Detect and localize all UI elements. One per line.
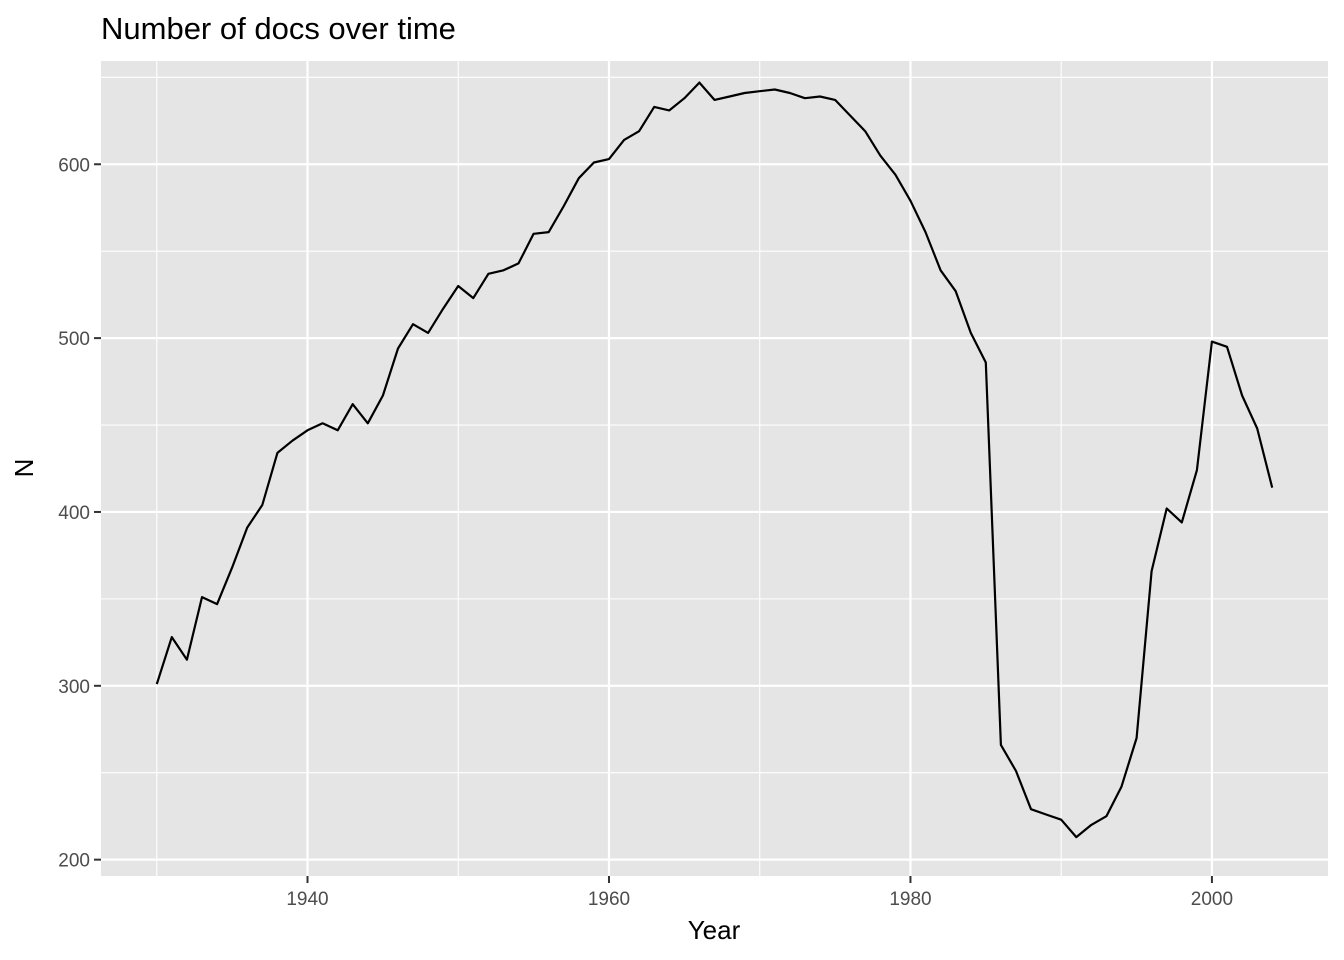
y-tick-label: 300 xyxy=(58,677,90,698)
x-tick-label: 1960 xyxy=(588,889,630,910)
x-tick-label: 1980 xyxy=(889,889,931,910)
plot-panel xyxy=(101,61,1328,876)
series-line xyxy=(155,81,1274,839)
major-gridlines xyxy=(101,61,1328,876)
y-tick-label: 400 xyxy=(58,503,90,524)
chart-title: Number of docs over time xyxy=(101,11,456,46)
y-axis-title: N xyxy=(9,459,39,478)
y-tick-label: 500 xyxy=(58,329,90,350)
y-axis: 200 300 400 500 600 xyxy=(58,155,101,872)
x-tick-label: 1940 xyxy=(286,889,328,910)
minor-gridlines xyxy=(101,61,1328,876)
x-axis-title: Year xyxy=(688,915,741,945)
y-tick-label: 200 xyxy=(58,851,90,872)
y-tick-label: 600 xyxy=(58,155,90,176)
x-axis: 1940 1960 1980 2000 xyxy=(286,876,1233,910)
x-tick-label: 2000 xyxy=(1191,889,1233,910)
